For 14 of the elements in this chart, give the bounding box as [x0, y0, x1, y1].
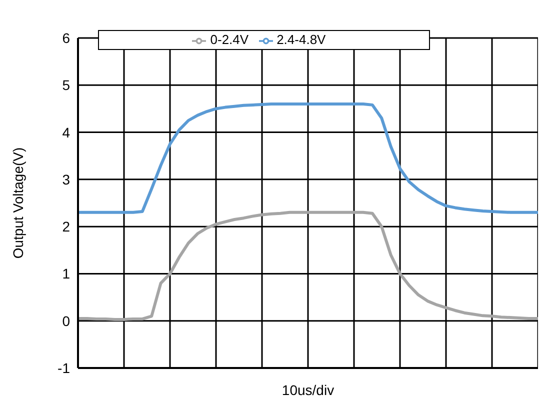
y-tick-label: -1 — [58, 360, 70, 376]
y-tick-label: 2 — [62, 218, 70, 235]
legend-label: 2.4-4.8V — [276, 32, 326, 47]
y-tick-label: 6 — [62, 30, 70, 46]
line-series — [78, 102, 538, 214]
y-tick-label: 3 — [62, 171, 70, 188]
y-tick-label: 5 — [62, 77, 70, 94]
x-axis-title: 10us/div — [282, 382, 334, 398]
y-tick-label: 1 — [62, 266, 70, 282]
legend-label: 0-2.4V — [210, 32, 249, 47]
y-tick-label: 4 — [62, 124, 70, 140]
line-series — [78, 210, 538, 321]
y-axis-title: Output Voltage(V) — [10, 147, 26, 259]
y-tick-label: 0 — [62, 312, 70, 329]
